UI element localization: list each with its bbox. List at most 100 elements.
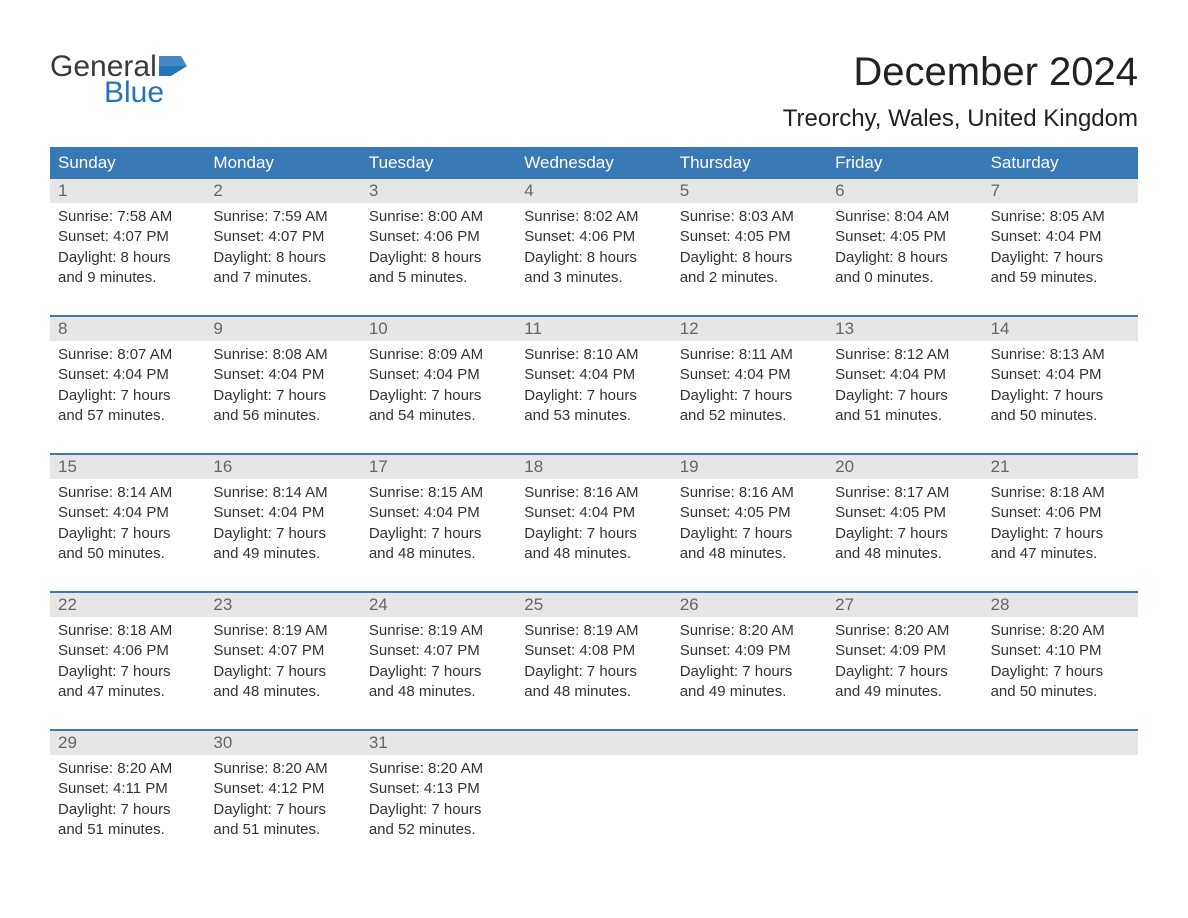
- weekday-header: Sunday: [50, 147, 205, 179]
- daylight-text: and 48 minutes.: [524, 682, 663, 702]
- weekday-header: Wednesday: [516, 147, 671, 179]
- calendar-cell: Sunrise: 8:14 AMSunset: 4:04 PMDaylight:…: [50, 479, 205, 575]
- weekday-header: Tuesday: [361, 147, 516, 179]
- daylight-text: and 48 minutes.: [524, 544, 663, 564]
- weekday-header-row: Sunday Monday Tuesday Wednesday Thursday…: [50, 147, 1138, 179]
- day-number: [672, 731, 827, 755]
- calendar-cell: Sunrise: 8:17 AMSunset: 4:05 PMDaylight:…: [827, 479, 982, 575]
- daylight-text: and 50 minutes.: [991, 682, 1130, 702]
- calendar-cell: [672, 755, 827, 851]
- calendar-cell: Sunrise: 8:02 AMSunset: 4:06 PMDaylight:…: [516, 203, 671, 299]
- daylight-text: and 52 minutes.: [369, 820, 508, 840]
- calendar-cell: Sunrise: 8:20 AMSunset: 4:12 PMDaylight:…: [205, 755, 360, 851]
- sunset-text: Sunset: 4:11 PM: [58, 779, 197, 799]
- sunrise-text: Sunrise: 8:18 AM: [58, 621, 197, 641]
- brand-word-2: Blue: [104, 76, 193, 110]
- daylight-text: Daylight: 7 hours: [58, 386, 197, 406]
- sunrise-text: Sunrise: 8:10 AM: [524, 345, 663, 365]
- daylight-text: Daylight: 7 hours: [213, 800, 352, 820]
- daylight-text: and 56 minutes.: [213, 406, 352, 426]
- sunrise-text: Sunrise: 8:19 AM: [369, 621, 508, 641]
- daylight-text: Daylight: 8 hours: [524, 248, 663, 268]
- daylight-text: and 52 minutes.: [680, 406, 819, 426]
- daylight-text: and 54 minutes.: [369, 406, 508, 426]
- calendar-week: 891011121314Sunrise: 8:07 AMSunset: 4:04…: [50, 315, 1138, 437]
- daylight-text: and 49 minutes.: [680, 682, 819, 702]
- day-number: 16: [205, 455, 360, 479]
- sunrise-text: Sunrise: 8:07 AM: [58, 345, 197, 365]
- calendar-cell: Sunrise: 8:13 AMSunset: 4:04 PMDaylight:…: [983, 341, 1138, 437]
- daylight-text: Daylight: 7 hours: [58, 800, 197, 820]
- sunrise-text: Sunrise: 7:59 AM: [213, 207, 352, 227]
- sunrise-text: Sunrise: 8:14 AM: [58, 483, 197, 503]
- sunrise-text: Sunrise: 8:03 AM: [680, 207, 819, 227]
- sunset-text: Sunset: 4:07 PM: [213, 227, 352, 247]
- day-number: 27: [827, 593, 982, 617]
- sunrise-text: Sunrise: 8:20 AM: [835, 621, 974, 641]
- day-number: [516, 731, 671, 755]
- day-number: 25: [516, 593, 671, 617]
- day-number-row: 22232425262728: [50, 593, 1138, 617]
- day-number: 1: [50, 179, 205, 203]
- calendar-cell: Sunrise: 8:20 AMSunset: 4:10 PMDaylight:…: [983, 617, 1138, 713]
- sunset-text: Sunset: 4:06 PM: [58, 641, 197, 661]
- sunrise-text: Sunrise: 8:08 AM: [213, 345, 352, 365]
- sunset-text: Sunset: 4:04 PM: [524, 503, 663, 523]
- daylight-text: and 49 minutes.: [835, 682, 974, 702]
- calendar-cell: Sunrise: 8:12 AMSunset: 4:04 PMDaylight:…: [827, 341, 982, 437]
- day-number: 20: [827, 455, 982, 479]
- sunset-text: Sunset: 4:04 PM: [58, 365, 197, 385]
- day-number: 21: [983, 455, 1138, 479]
- daylight-text: and 50 minutes.: [991, 406, 1130, 426]
- daylight-text: Daylight: 8 hours: [835, 248, 974, 268]
- sunrise-text: Sunrise: 8:13 AM: [991, 345, 1130, 365]
- sunset-text: Sunset: 4:05 PM: [680, 227, 819, 247]
- day-number: 29: [50, 731, 205, 755]
- sunrise-text: Sunrise: 8:20 AM: [680, 621, 819, 641]
- sunrise-text: Sunrise: 8:20 AM: [58, 759, 197, 779]
- sunset-text: Sunset: 4:05 PM: [680, 503, 819, 523]
- day-number: 28: [983, 593, 1138, 617]
- daylight-text: and 9 minutes.: [58, 268, 197, 288]
- sunrise-text: Sunrise: 8:20 AM: [369, 759, 508, 779]
- daylight-text: Daylight: 7 hours: [991, 248, 1130, 268]
- sunset-text: Sunset: 4:04 PM: [991, 227, 1130, 247]
- daylight-text: Daylight: 8 hours: [369, 248, 508, 268]
- calendar-cell: Sunrise: 8:05 AMSunset: 4:04 PMDaylight:…: [983, 203, 1138, 299]
- sunrise-text: Sunrise: 8:15 AM: [369, 483, 508, 503]
- day-number: 3: [361, 179, 516, 203]
- daylight-text: and 48 minutes.: [835, 544, 974, 564]
- daylight-text: Daylight: 7 hours: [369, 662, 508, 682]
- calendar-cell: Sunrise: 8:15 AMSunset: 4:04 PMDaylight:…: [361, 479, 516, 575]
- day-number-row: 891011121314: [50, 317, 1138, 341]
- daylight-text: Daylight: 7 hours: [58, 524, 197, 544]
- day-number: 22: [50, 593, 205, 617]
- day-number: 15: [50, 455, 205, 479]
- sunrise-text: Sunrise: 8:00 AM: [369, 207, 508, 227]
- daylight-text: Daylight: 7 hours: [680, 662, 819, 682]
- day-number: 6: [827, 179, 982, 203]
- location-subtitle: Treorchy, Wales, United Kingdom: [783, 105, 1138, 133]
- day-number: 17: [361, 455, 516, 479]
- calendar-cell: Sunrise: 8:04 AMSunset: 4:05 PMDaylight:…: [827, 203, 982, 299]
- daylight-text: and 2 minutes.: [680, 268, 819, 288]
- sunset-text: Sunset: 4:06 PM: [991, 503, 1130, 523]
- daylight-text: Daylight: 7 hours: [991, 524, 1130, 544]
- sunset-text: Sunset: 4:04 PM: [213, 365, 352, 385]
- calendar-cell: Sunrise: 8:20 AMSunset: 4:13 PMDaylight:…: [361, 755, 516, 851]
- daylight-text: Daylight: 7 hours: [369, 524, 508, 544]
- daylight-text: Daylight: 7 hours: [680, 386, 819, 406]
- daylight-text: Daylight: 8 hours: [58, 248, 197, 268]
- calendar-cell: Sunrise: 7:59 AMSunset: 4:07 PMDaylight:…: [205, 203, 360, 299]
- sunrise-text: Sunrise: 8:02 AM: [524, 207, 663, 227]
- day-number: 14: [983, 317, 1138, 341]
- day-number: 26: [672, 593, 827, 617]
- daylight-text: and 59 minutes.: [991, 268, 1130, 288]
- sunset-text: Sunset: 4:04 PM: [369, 365, 508, 385]
- sunset-text: Sunset: 4:04 PM: [369, 503, 508, 523]
- sunrise-text: Sunrise: 8:04 AM: [835, 207, 974, 227]
- sunrise-text: Sunrise: 8:20 AM: [991, 621, 1130, 641]
- sunset-text: Sunset: 4:04 PM: [213, 503, 352, 523]
- calendar-cell: Sunrise: 8:18 AMSunset: 4:06 PMDaylight:…: [983, 479, 1138, 575]
- daylight-text: Daylight: 7 hours: [835, 524, 974, 544]
